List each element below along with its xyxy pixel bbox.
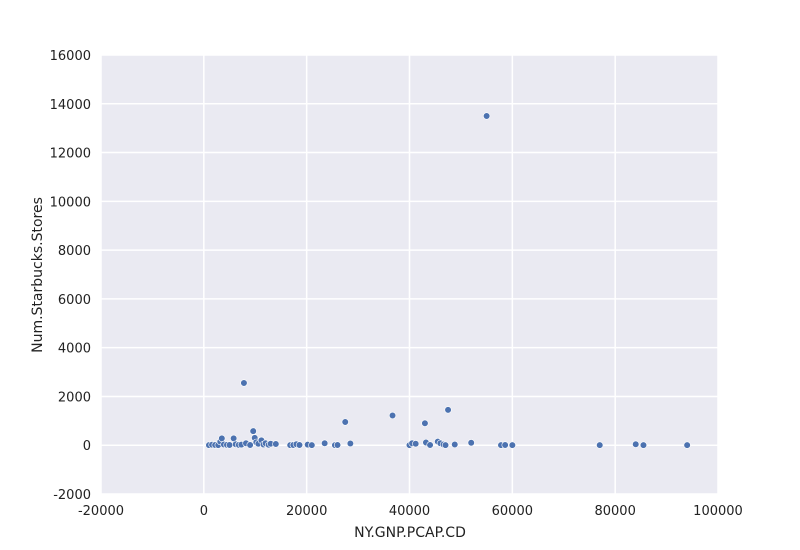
data-point bbox=[225, 441, 234, 449]
x-tick-label: 0 bbox=[200, 504, 208, 519]
y-tick-label: 4000 bbox=[58, 342, 91, 357]
data-point bbox=[596, 441, 604, 449]
data-point bbox=[483, 112, 491, 120]
data-point bbox=[639, 441, 648, 449]
data-point bbox=[467, 439, 475, 447]
data-point bbox=[451, 440, 459, 449]
x-axis-title: NY.GNP.PCAP.CD bbox=[354, 525, 466, 541]
data-point bbox=[308, 441, 316, 449]
x-tick-label: 60000 bbox=[492, 504, 533, 519]
data-point bbox=[240, 379, 248, 387]
data-point bbox=[421, 419, 429, 427]
data-point bbox=[388, 411, 397, 420]
data-points bbox=[205, 112, 691, 449]
y-tick-label: 6000 bbox=[58, 293, 91, 308]
data-point bbox=[444, 406, 452, 414]
x-tick-label: 100000 bbox=[693, 504, 743, 519]
y-tick-labels: -2000 0 2000 4000 6000 8000 10000 12000 14000 160… bbox=[50, 49, 91, 503]
y-tick-label: 14000 bbox=[50, 98, 91, 113]
x-tick-label: 40000 bbox=[389, 504, 430, 519]
y-tick-label: -2000 bbox=[53, 488, 91, 503]
data-point bbox=[508, 441, 516, 449]
y-tick-label: 10000 bbox=[50, 195, 91, 210]
data-point bbox=[341, 418, 349, 426]
data-point bbox=[441, 441, 450, 449]
data-point bbox=[426, 441, 434, 449]
y-axis-title: Num.Starbucks.Stores bbox=[30, 197, 46, 353]
data-point bbox=[272, 440, 280, 448]
grid-lines bbox=[100, 54, 719, 495]
y-tick-label: 12000 bbox=[50, 147, 91, 162]
x-tick-label: 80000 bbox=[594, 504, 635, 519]
y-tick-label: 2000 bbox=[58, 390, 91, 405]
data-point bbox=[218, 434, 226, 442]
data-point bbox=[412, 440, 420, 448]
data-point bbox=[333, 441, 342, 449]
data-point bbox=[683, 441, 691, 449]
data-point bbox=[632, 440, 640, 448]
data-point bbox=[501, 441, 509, 449]
y-tick-label: 0 bbox=[83, 439, 91, 454]
data-point bbox=[249, 427, 257, 435]
data-point bbox=[346, 439, 354, 448]
data-point bbox=[321, 439, 329, 447]
x-tick-label: -20000 bbox=[78, 504, 124, 519]
data-point bbox=[246, 441, 254, 449]
y-tick-label: 16000 bbox=[50, 49, 91, 64]
x-tick-labels: -20000 0 20000 40000 60000 80000 100000 bbox=[78, 504, 743, 519]
x-tick-label: 20000 bbox=[286, 504, 327, 519]
data-point bbox=[295, 441, 304, 449]
y-tick-label: 8000 bbox=[58, 244, 91, 259]
